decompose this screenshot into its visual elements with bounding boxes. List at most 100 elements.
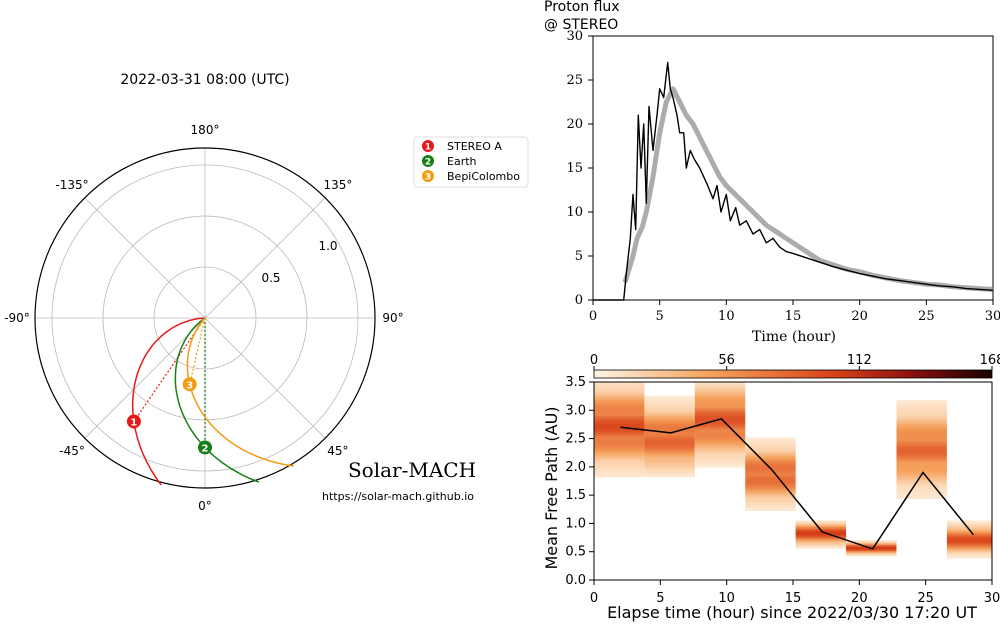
heatmap-cell [896, 421, 947, 424]
polar-angle-label: -135° [55, 178, 88, 192]
heatmap-y-tick-label: 2.5 [565, 432, 586, 447]
heatmap-cell [594, 407, 645, 411]
colorbar-tick-label: 56 [718, 353, 735, 368]
flux-x-tick-label: 15 [785, 309, 802, 324]
heatmap-cell [694, 429, 746, 432]
heatmap-cell [644, 453, 695, 456]
heatmap-cell [594, 445, 645, 448]
heatmap-cell [594, 449, 645, 452]
heatmap-cell [644, 401, 695, 405]
heatmap-cell [896, 492, 947, 496]
heatmap-cell [644, 463, 695, 466]
heatmap-cell [745, 451, 796, 454]
polar-angle-label: 90° [382, 311, 403, 325]
heatmap-cell [896, 401, 947, 405]
heatmap-cell [644, 395, 695, 399]
heatmap-cell [745, 498, 796, 502]
heatmap-cell [745, 475, 796, 478]
heatmap-cell [896, 461, 947, 464]
polar-grid-spoke [204, 317, 326, 439]
heatmap-cell [694, 451, 746, 454]
flux-y-tick-label: 30 [566, 29, 583, 44]
heatmap-cell [594, 417, 645, 420]
heatmap-y-tick-label: 1.0 [565, 516, 586, 531]
flux-x-tick-label: 30 [985, 309, 1000, 324]
heatmap-cell [594, 465, 645, 468]
flux-x-tick-label: 25 [918, 309, 935, 324]
heatmap-cell [694, 411, 746, 414]
heatmap-cell [745, 441, 796, 444]
heatmap-cell [946, 544, 992, 547]
heatmap-cell [594, 451, 645, 454]
heatmap-cell [644, 423, 695, 426]
heatmap-cell [594, 413, 645, 416]
heatmap-cell [644, 465, 695, 468]
heatmap-cell [896, 411, 947, 414]
heatmap-cell [594, 469, 645, 472]
body-marker-earth [198, 440, 212, 455]
heatmap-cell [694, 427, 746, 430]
heatmap-cell [896, 482, 947, 486]
heatmap-cell [694, 447, 746, 450]
flux-axes: 0 5 10 15 20 25 30 0 5 10 15 20 25 30 [566, 29, 1000, 324]
heatmap-cell [745, 455, 796, 458]
heatmap-cell [694, 389, 746, 393]
heatmap-cell [644, 471, 695, 474]
flux-y-tick-label: 15 [566, 161, 583, 176]
heatmap-cell [896, 409, 947, 412]
polar-angle-label: -45° [59, 444, 85, 458]
heatmap-cell [745, 486, 796, 490]
heatmap-y-tick-label: 2.0 [565, 460, 586, 475]
heatmap-cell [946, 554, 992, 557]
heatmap-cell [745, 477, 796, 480]
heatmap-cell [946, 536, 992, 539]
heatmap-cell [594, 405, 645, 409]
heatmap-cell [745, 453, 796, 456]
heatmap-cell [795, 536, 847, 539]
heatmap-cell [594, 473, 645, 476]
heatmap-cell [594, 453, 645, 456]
heatmap-cell [694, 409, 746, 412]
heatmap-cell [795, 524, 847, 527]
heatmap-cell [745, 484, 796, 488]
heatmap-cell [745, 479, 796, 482]
heatmap-cell [946, 546, 992, 549]
heatmap-cell [694, 399, 746, 403]
heatmap-cell [694, 457, 746, 460]
heatmap-cell [594, 391, 645, 395]
heatmap-cell [594, 437, 645, 440]
polar-angle-label: -90° [4, 311, 30, 325]
heatmap-cell [896, 479, 947, 482]
polar-spirals [131, 317, 295, 486]
legend-marker-number: 2 [425, 158, 431, 168]
heatmap-cell [644, 411, 695, 414]
heatmap-cell [694, 431, 746, 434]
heatmap-cell [896, 417, 947, 420]
heatmap-cell [896, 443, 947, 446]
heatmap-cell [745, 482, 796, 486]
colorbar [593, 369, 993, 379]
heatmap-cell [694, 461, 746, 464]
heatmap-y-label: Mean Free Path (AU) [542, 406, 561, 569]
spiral-earth [174, 317, 260, 483]
polar-panel: 2022-03-31 08:00 (UTC) 180° 135° 90° 45° 0° -… [4, 72, 529, 513]
heatmap-cell [846, 542, 897, 545]
heatmap-cell [946, 538, 992, 541]
heatmap-cell [896, 467, 947, 470]
heatmap-cell [594, 467, 645, 470]
polar-radial-label: 1.0 [318, 239, 337, 253]
polar-angle-label: 180° [191, 123, 220, 137]
heatmap-cell [795, 540, 847, 543]
flux-x-tick-label: 5 [656, 309, 664, 324]
heatmap-cell [896, 471, 947, 474]
heatmap-cells [594, 382, 992, 559]
heatmap-cell [896, 415, 947, 418]
heatmap-cell [946, 550, 992, 553]
heatmap-cell [644, 441, 695, 444]
heatmap-cell [644, 417, 695, 420]
heatmap-cell [946, 524, 992, 527]
heatmap-cell [594, 435, 645, 438]
heatmap-cell [594, 403, 645, 407]
heatmap-cell [694, 439, 746, 442]
heatmap-cell [594, 439, 645, 442]
